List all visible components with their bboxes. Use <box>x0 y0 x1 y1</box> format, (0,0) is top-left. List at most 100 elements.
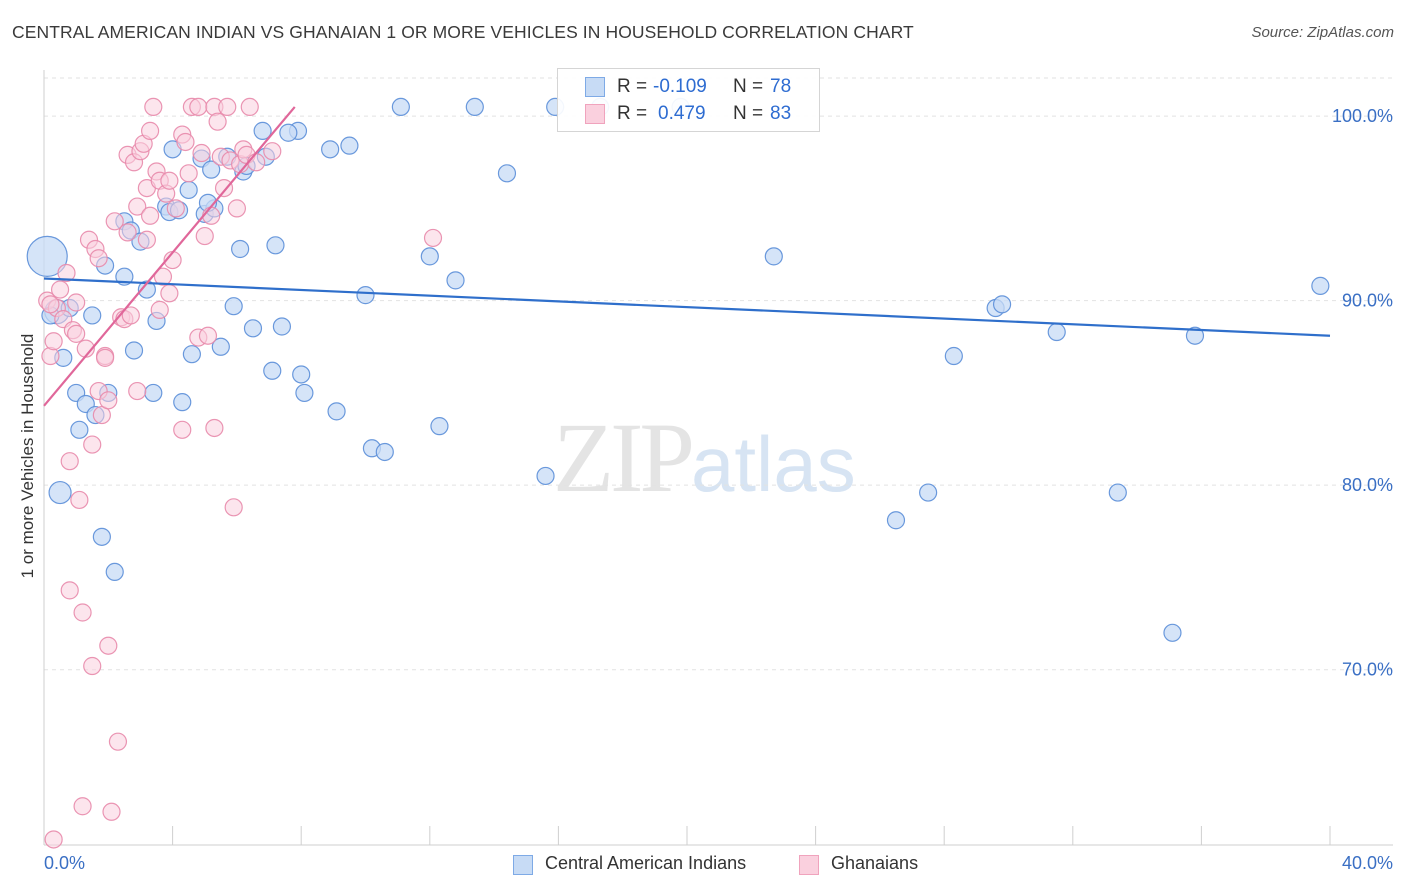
legend-n-value: 78 <box>770 76 792 97</box>
ghanaian-point <box>60 581 79 600</box>
ghanaian-point <box>202 206 221 225</box>
ghanaian-point <box>60 452 79 471</box>
ghanaian-point <box>144 97 163 117</box>
central-american-indian-point <box>253 121 272 140</box>
bottom-legend-swatch-blue <box>513 855 533 875</box>
central-american-indian-point <box>420 247 439 266</box>
central-american-indian-point <box>202 160 221 179</box>
central-american-indian-point <box>83 306 102 325</box>
watermark-zip: ZIP <box>553 402 695 513</box>
ghanaian-point <box>179 164 198 183</box>
central-american-indian-point <box>279 123 298 142</box>
central-american-indian-point <box>224 297 243 316</box>
ghanaian-point <box>227 199 246 218</box>
central-american-indian-point <box>292 365 311 384</box>
legend-row-central-american-indians: R = -0.109 N = 78 <box>558 74 819 100</box>
ghanaian-point <box>105 212 124 231</box>
ghanaian-point <box>67 293 86 312</box>
ghanaian-point <box>99 636 118 655</box>
ghanaian-point <box>108 732 128 751</box>
central-american-indian-point <box>144 383 163 403</box>
central-american-indian-point <box>340 136 359 155</box>
ghanaian-point <box>44 830 63 849</box>
ghanaian-point <box>195 226 214 246</box>
ghanaian-point <box>44 332 63 351</box>
central-american-indian-point <box>137 280 156 299</box>
correlation-legend: R = -0.109 N = 78 R = 0.479 N = 83 <box>557 68 820 132</box>
bottom-legend-label: Central American Indians <box>545 853 747 873</box>
central-american-indian-point <box>231 239 250 259</box>
central-american-indian-point <box>263 361 282 380</box>
ghanaian-trendline <box>43 106 296 407</box>
central-american-indian-point <box>465 97 484 117</box>
x-tick-label-min: 0.0% <box>44 853 85 873</box>
central-american-indian-point <box>48 480 72 505</box>
ghanaian-point <box>218 97 237 117</box>
ghanaian-point <box>41 346 60 366</box>
central-american-indian-point <box>266 236 285 255</box>
bottom-legend-label: Ghanaians <box>831 853 919 873</box>
central-american-indian-point <box>173 393 192 412</box>
central-american-indian-point <box>497 164 517 183</box>
central-american-indian-point <box>124 341 144 360</box>
ghanaian-point <box>57 263 76 283</box>
ghanaian-point <box>192 143 211 163</box>
legend-n-label: N = <box>733 103 764 124</box>
legend-r-label: R = <box>617 103 648 124</box>
ghanaian-point <box>41 295 60 314</box>
ghanaian-point <box>208 112 227 131</box>
central-american-indian-point <box>26 235 68 277</box>
ghanaian-point <box>214 178 234 198</box>
ghanaian-point <box>128 197 147 216</box>
ghanaian-point <box>205 418 224 438</box>
legend-n-value: 83 <box>770 103 792 124</box>
ghanaian-point <box>198 326 218 345</box>
central-american-indian-point <box>321 140 340 159</box>
legend-r-value: -0.109 <box>653 76 707 97</box>
central-american-indian-point <box>356 286 375 305</box>
ghanaian-point <box>73 797 92 816</box>
central-american-indian-point <box>1047 322 1066 342</box>
central-american-indian-point <box>105 562 124 582</box>
ghanaian-point <box>118 223 137 242</box>
central-american-indian-point <box>430 417 449 436</box>
ghanaian-point <box>166 199 185 218</box>
ghanaian-point <box>89 249 108 268</box>
ghanaian-point <box>67 324 86 343</box>
central-american-indian-point <box>295 383 314 403</box>
ghanaian-point <box>121 306 140 325</box>
legend-swatch-pink <box>585 104 605 124</box>
ghanaian-point <box>95 348 115 367</box>
central-american-indian-point <box>211 337 230 356</box>
central-american-indian-point <box>944 346 963 366</box>
central-american-indian-point <box>391 97 410 117</box>
central-american-indian-point <box>1185 326 1205 345</box>
y-tick-label: 90.0% <box>1342 291 1393 311</box>
ghanaian-point <box>128 381 147 401</box>
legend-r-value: 0.479 <box>658 103 706 124</box>
ghanaian-point <box>137 230 156 249</box>
legend-n-label: N = <box>733 76 764 97</box>
ghanaian-point <box>140 121 160 140</box>
y-tick-label: 100.0% <box>1332 106 1393 126</box>
central-american-indian-point <box>243 319 263 338</box>
central-american-indian-point <box>1108 483 1127 502</box>
ghanaian-point <box>247 153 266 172</box>
central-american-indian-point <box>919 483 938 502</box>
central-american-indian-point <box>1163 623 1182 642</box>
ghanaian-point <box>173 420 192 439</box>
ghanaian-point <box>83 656 102 676</box>
ghanaian-point <box>189 97 208 117</box>
central-american-indian-point <box>375 442 394 462</box>
central-american-indian-point <box>70 420 89 439</box>
ghanaian-point <box>224 498 243 517</box>
central-american-indian-point <box>446 271 465 290</box>
ghanaian-point <box>140 206 160 225</box>
central-american-indian-point <box>1311 276 1330 295</box>
ghanaian-point <box>160 171 179 190</box>
legend-row-ghanaians: R = 0.479 N = 83 <box>558 101 819 127</box>
ghanaian-point <box>263 142 282 161</box>
ghanaian-point <box>50 280 70 299</box>
ghanaian-point <box>150 300 169 319</box>
central-american-indian-point <box>992 295 1012 314</box>
